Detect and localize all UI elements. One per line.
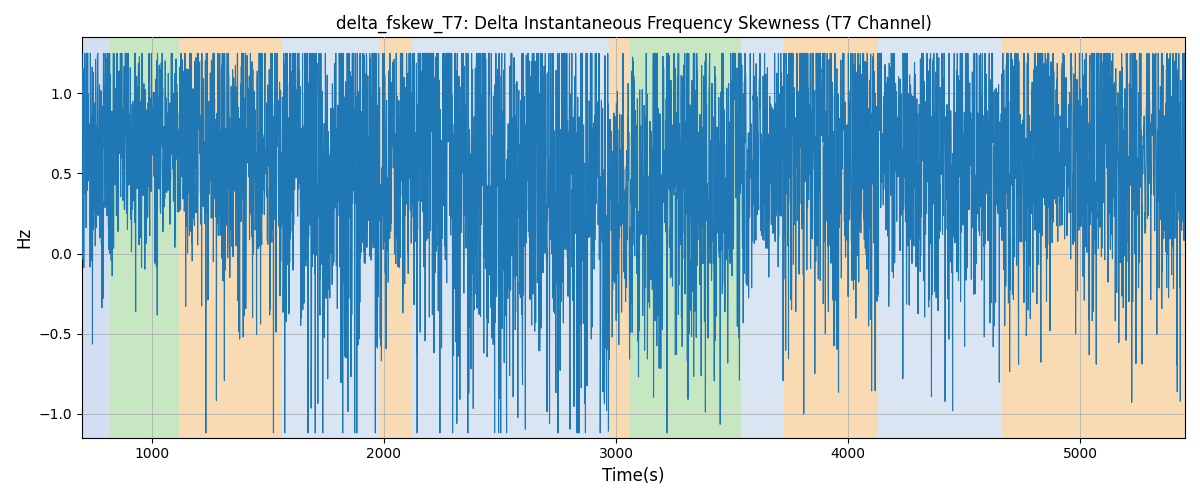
Bar	[180, 38, 282, 438]
Bar	[379, 38, 412, 438]
Bar	[282, 38, 379, 438]
Bar	[630, 38, 742, 438]
Bar	[742, 38, 784, 438]
Bar	[109, 38, 180, 438]
Y-axis label: Hz: Hz	[14, 227, 32, 248]
Bar	[784, 38, 878, 438]
Bar	[82, 38, 109, 438]
Bar	[610, 38, 630, 438]
Bar	[412, 38, 610, 438]
Title: delta_fskew_T7: Delta Instantaneous Frequency Skewness (T7 Channel): delta_fskew_T7: Delta Instantaneous Freq…	[336, 15, 931, 34]
Bar	[878, 38, 1002, 438]
Bar	[1002, 38, 1184, 438]
X-axis label: Time(s): Time(s)	[602, 467, 665, 485]
